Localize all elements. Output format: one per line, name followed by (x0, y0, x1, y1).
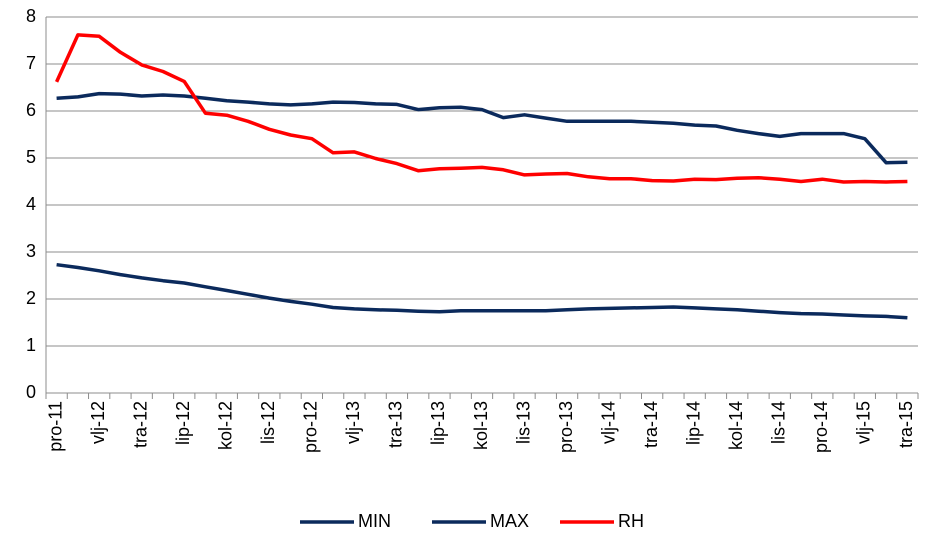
x-tick-label: lip-13 (428, 401, 448, 445)
x-tick-label: tra-13 (386, 401, 406, 448)
line-series (56, 262, 908, 320)
legend-label: MIN (358, 511, 391, 531)
y-tick-label: 7 (26, 53, 36, 73)
x-tick-label: pro-11 (45, 401, 65, 452)
y-tick-label: 4 (26, 194, 36, 214)
x-tick-label: lip-14 (683, 401, 703, 445)
x-tick-label: pro-13 (556, 401, 576, 453)
y-tick-label: 3 (26, 241, 36, 261)
x-tick-label: vlj-15 (854, 401, 874, 444)
x-tick-label: vlj-13 (343, 401, 363, 444)
y-tick-label: 6 (26, 100, 36, 120)
y-tick-label: 0 (26, 382, 36, 402)
x-tick-label: tra-14 (641, 401, 661, 448)
y-tick-label: 2 (26, 288, 36, 308)
x-tick-label: vlj-14 (598, 401, 618, 444)
y-tick-label: 8 (26, 6, 36, 26)
x-tick-label: lis-12 (258, 401, 278, 444)
x-tick-label: lis-13 (513, 401, 533, 444)
x-tick-label: pro-14 (811, 401, 831, 453)
x-tick-label: kol-13 (471, 401, 491, 450)
x-tick-label: vlj-12 (88, 401, 108, 444)
y-tick-label: 5 (26, 147, 36, 167)
x-tick-label: tra-12 (130, 401, 150, 448)
x-tick-label: kol-14 (726, 401, 746, 450)
x-tick-label: lis-14 (769, 401, 789, 444)
line-series (56, 91, 908, 165)
x-tick-label: kol-12 (216, 401, 236, 450)
line-series (55, 33, 908, 184)
legend-label: MAX (490, 511, 529, 531)
x-tick-label: tra-15 (896, 401, 916, 448)
x-tick-label: lip-12 (173, 401, 193, 445)
x-tick-label: pro-12 (301, 401, 321, 453)
legend-label: RH (618, 511, 644, 531)
y-tick-label: 1 (26, 335, 36, 355)
